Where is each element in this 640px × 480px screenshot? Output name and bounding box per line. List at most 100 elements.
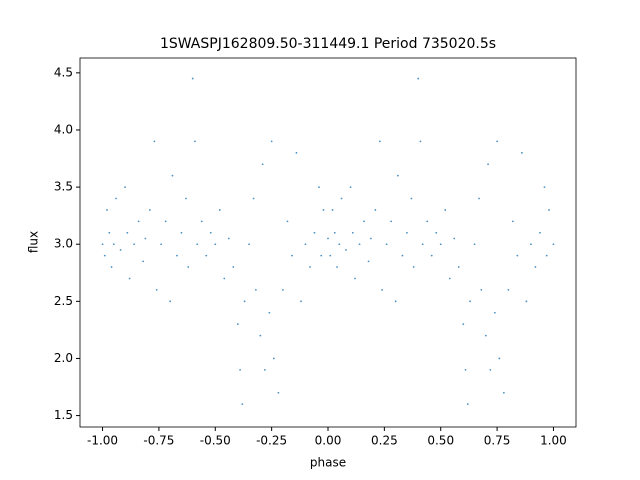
- data-point: [421, 243, 424, 246]
- data-point: [110, 266, 113, 268]
- x-tick-label: 1.00: [540, 434, 567, 448]
- y-axis-label: flux: [27, 231, 41, 253]
- data-point: [282, 289, 284, 291]
- data-point: [133, 243, 136, 246]
- data-point: [462, 323, 465, 326]
- data-point: [241, 403, 244, 406]
- x-tick-label: 0.25: [371, 434, 398, 448]
- data-point: [194, 140, 196, 143]
- data-point: [248, 243, 250, 246]
- data-point: [252, 197, 255, 200]
- data-point: [426, 220, 429, 223]
- data-point: [487, 163, 489, 166]
- data-point: [390, 220, 393, 223]
- data-point: [417, 77, 420, 80]
- data-point: [185, 197, 187, 200]
- x-tick-label: 0.00: [315, 434, 342, 448]
- data-point: [126, 231, 129, 234]
- data-point: [520, 151, 523, 154]
- data-point: [351, 231, 354, 234]
- data-point: [106, 209, 108, 211]
- data-point: [300, 300, 302, 303]
- data-point: [385, 243, 388, 246]
- data-point: [329, 254, 332, 257]
- data-point: [453, 237, 456, 240]
- data-point: [214, 243, 217, 246]
- data-point: [243, 300, 246, 303]
- data-point: [268, 311, 271, 314]
- data-point: [232, 266, 235, 268]
- data-point: [489, 368, 492, 371]
- data-point: [545, 254, 548, 257]
- data-point: [543, 186, 546, 188]
- data-point: [378, 140, 381, 143]
- y-tick-label: 3.5: [54, 180, 73, 194]
- y-tick-label: 2.5: [54, 294, 73, 308]
- data-point: [349, 186, 352, 188]
- data-point: [336, 266, 338, 268]
- data-point: [124, 186, 126, 188]
- data-point: [155, 289, 158, 291]
- data-point: [176, 254, 178, 257]
- data-point: [218, 209, 221, 211]
- data-point: [108, 231, 111, 234]
- data-point: [457, 266, 460, 268]
- data-point: [430, 254, 433, 257]
- data-point: [410, 197, 413, 200]
- data-point: [144, 237, 147, 240]
- data-point: [435, 231, 438, 234]
- data-point: [263, 368, 266, 371]
- data-point: [396, 174, 399, 177]
- data-point: [164, 220, 167, 223]
- data-point: [363, 220, 365, 223]
- data-point: [327, 237, 329, 240]
- data-point: [254, 289, 257, 291]
- data-point: [484, 334, 487, 337]
- data-point: [295, 151, 298, 154]
- data-point: [196, 243, 199, 246]
- data-point: [313, 231, 316, 234]
- chart-title: 1SWASPJ162809.50-311449.1 Period 735020.…: [160, 36, 496, 52]
- data-point: [322, 209, 325, 211]
- data-point: [320, 254, 323, 257]
- data-point: [191, 77, 194, 80]
- data-point: [160, 243, 163, 246]
- data-point: [128, 277, 131, 280]
- data-point: [187, 266, 190, 268]
- data-point: [236, 323, 239, 326]
- data-point: [286, 220, 289, 223]
- data-point: [261, 163, 264, 166]
- data-point: [478, 197, 480, 200]
- data-point: [112, 243, 115, 246]
- data-point: [304, 243, 307, 246]
- data-point: [374, 209, 377, 211]
- data-point: [439, 243, 442, 246]
- data-point: [466, 403, 469, 406]
- data-point: [539, 231, 541, 234]
- x-axis-label: phase: [310, 456, 346, 470]
- data-point: [277, 391, 280, 394]
- data-point: [444, 209, 447, 211]
- y-tick-label: 2.0: [54, 351, 73, 365]
- data-point: [180, 231, 183, 234]
- data-point: [270, 140, 273, 143]
- data-point: [496, 140, 498, 143]
- data-point: [502, 391, 505, 394]
- data-point: [227, 237, 230, 240]
- y-tick-label: 3.0: [54, 237, 73, 251]
- data-point: [507, 289, 510, 291]
- data-point: [333, 231, 336, 234]
- x-tick-label: 0.75: [484, 434, 511, 448]
- data-point: [419, 140, 422, 143]
- data-point: [331, 209, 334, 211]
- x-tick-label: 0.50: [427, 434, 454, 448]
- data-point: [516, 254, 519, 257]
- data-point: [101, 243, 104, 246]
- data-point: [148, 209, 151, 211]
- y-tick-label: 4.0: [54, 122, 73, 136]
- data-point: [259, 334, 262, 337]
- data-point: [367, 260, 370, 263]
- data-point: [338, 243, 341, 246]
- data-point: [530, 243, 532, 246]
- data-point: [291, 254, 293, 257]
